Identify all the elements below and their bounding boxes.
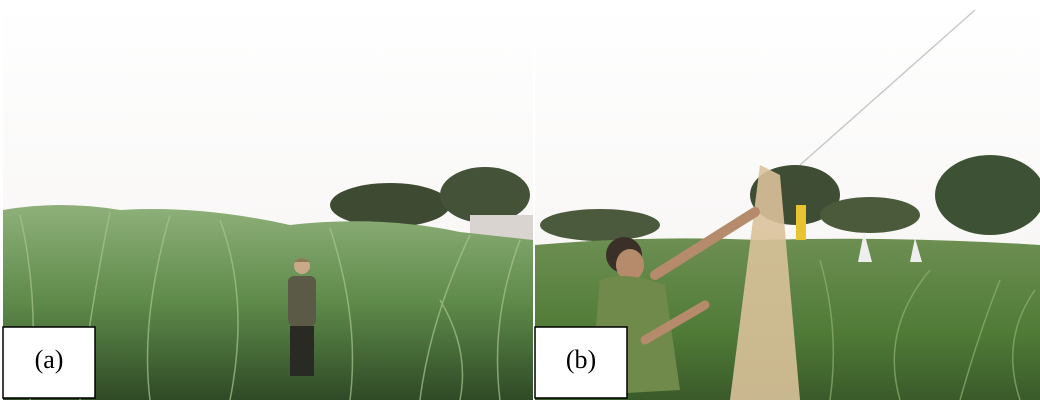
panel-label: (b)	[566, 345, 596, 374]
label-box	[2, 326, 96, 399]
label-box	[534, 326, 628, 399]
panel-label: (a)	[35, 345, 64, 374]
